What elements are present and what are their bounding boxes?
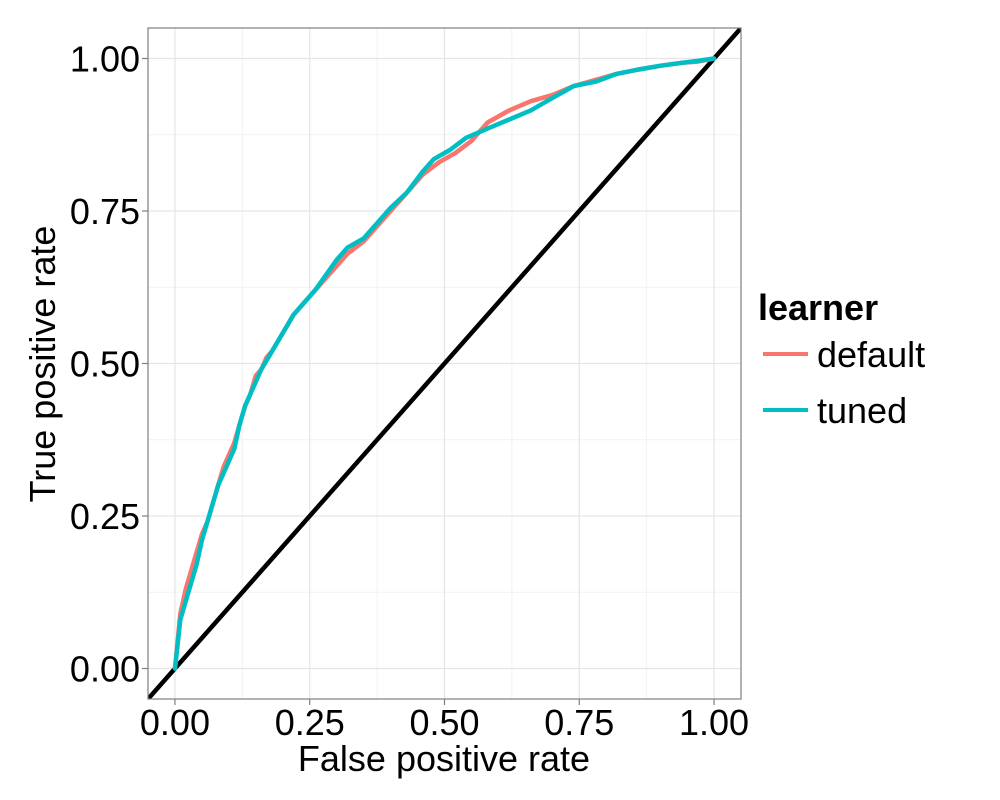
y-axis-title: True positive rate	[22, 226, 63, 503]
x-axis-title: False positive rate	[298, 738, 590, 779]
diagonal-reference-line	[148, 28, 741, 699]
legend-label-default: default	[817, 334, 925, 375]
x-tick-label: 1.00	[679, 702, 749, 743]
legend: learner default tuned	[758, 287, 925, 431]
y-tick-label: 0.75	[70, 191, 140, 232]
legend-label-tuned: tuned	[817, 390, 907, 431]
series-layer	[148, 28, 741, 699]
y-tick-label: 0.25	[70, 496, 140, 537]
y-tick-label: 0.00	[70, 649, 140, 690]
x-axis-ticks: 0.00 0.25 0.50 0.75 1.00	[140, 699, 749, 743]
x-tick-label: 0.75	[544, 702, 614, 743]
legend-title: learner	[758, 287, 878, 328]
series-line-tuned	[172, 56, 717, 671]
x-tick-label: 0.00	[140, 702, 210, 743]
x-tick-label: 0.50	[409, 702, 479, 743]
y-axis-ticks: 0.00 0.25 0.50 0.75 1.00	[70, 39, 148, 690]
y-tick-label: 1.00	[70, 39, 140, 80]
x-tick-label: 0.25	[275, 702, 345, 743]
y-tick-label: 0.50	[70, 344, 140, 385]
